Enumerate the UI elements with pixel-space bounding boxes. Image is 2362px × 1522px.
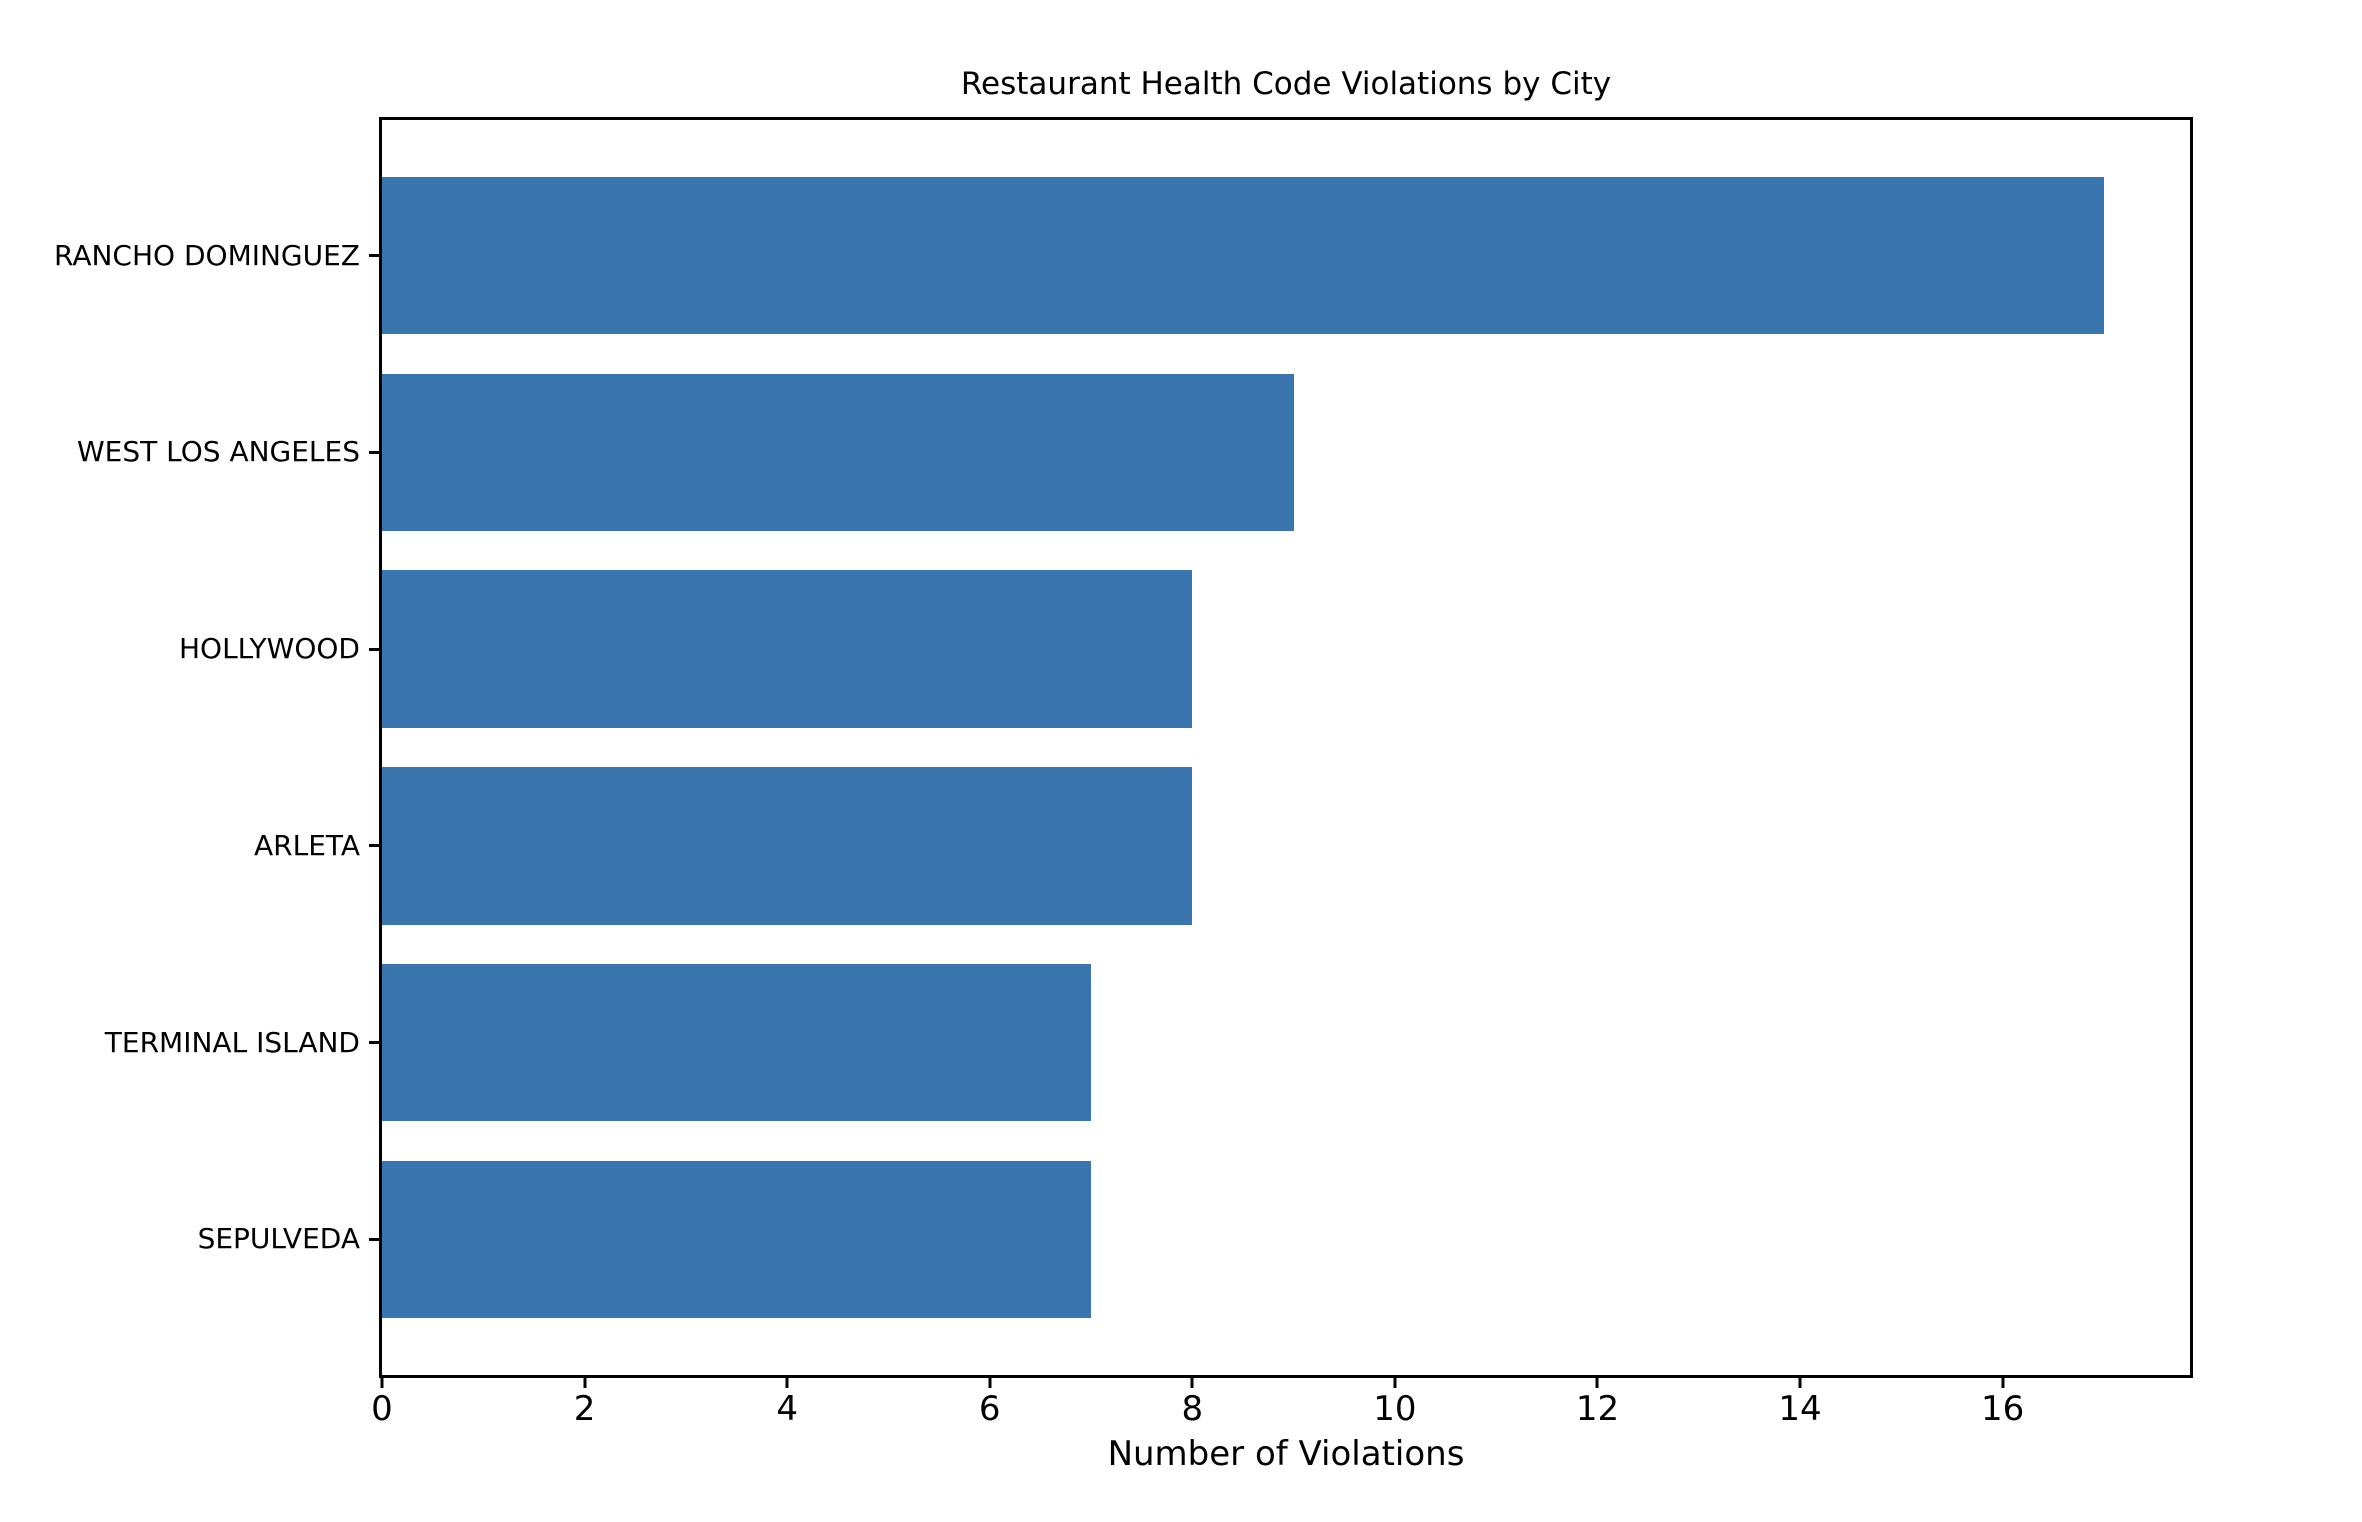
y-tick-label-terminal-island: TERMINAL ISLAND [104, 1025, 360, 1059]
y-tick-mark [369, 647, 382, 651]
x-tick-label-8: 8 [1181, 1389, 1204, 1429]
bar-hollywood [382, 570, 1193, 728]
x-axis-label: Number of Violations [1107, 1434, 1465, 1474]
y-tick-label-rancho-dominguez: RANCHO DOMINGUEZ [54, 238, 360, 272]
x-tick-label-2: 2 [573, 1389, 596, 1429]
y-tick-label-west-los-angeles: WEST LOS ANGELES [76, 435, 360, 469]
y-tick-mark [369, 450, 382, 454]
y-tick-mark [369, 254, 382, 258]
bar-terminal-island [382, 963, 1092, 1122]
x-tick-mark [1595, 1375, 1599, 1388]
x-tick-label-4: 4 [776, 1389, 798, 1429]
plot-area: RANCHO DOMINGUEZ WEST LOS ANGELES HOLLYWOO… [54, 117, 2193, 1426]
y-tick-label-sepulveda: SEPULVEDA [197, 1222, 360, 1256]
y-tick-mark [369, 844, 382, 848]
x-tick-label-16: 16 [1980, 1389, 2025, 1429]
x-tick-mark [1798, 1375, 1802, 1388]
bar-arleta [382, 767, 1193, 925]
x-tick-mark [380, 1375, 384, 1388]
x-tick-mark [988, 1375, 992, 1388]
x-tick-mark [785, 1375, 789, 1388]
y-tick-mark [369, 1237, 382, 1241]
x-tick-mark [1393, 1375, 1397, 1388]
x-tick-label-14: 14 [1778, 1389, 1822, 1429]
y-tick-label-hollywood: HOLLYWOOD [178, 632, 360, 666]
bar-west-los-angeles [382, 373, 1294, 532]
x-tick-mark [2001, 1375, 2005, 1388]
x-tick-mark [583, 1375, 587, 1388]
y-tick-mark [369, 1041, 382, 1045]
y-tick-label-arleta: ARLETA [254, 828, 360, 862]
x-tick-label-12: 12 [1575, 1389, 1620, 1429]
chart-title: Restaurant Health Code Violations by Cit… [960, 66, 1612, 102]
x-tick-mark [1190, 1375, 1194, 1388]
x-tick-label-10: 10 [1373, 1389, 1417, 1429]
bar-rancho-dominguez [382, 177, 2104, 335]
bar-sepulveda [382, 1160, 1092, 1318]
x-tick-label-0: 0 [371, 1389, 393, 1429]
x-tick-label-6: 6 [978, 1389, 1001, 1429]
